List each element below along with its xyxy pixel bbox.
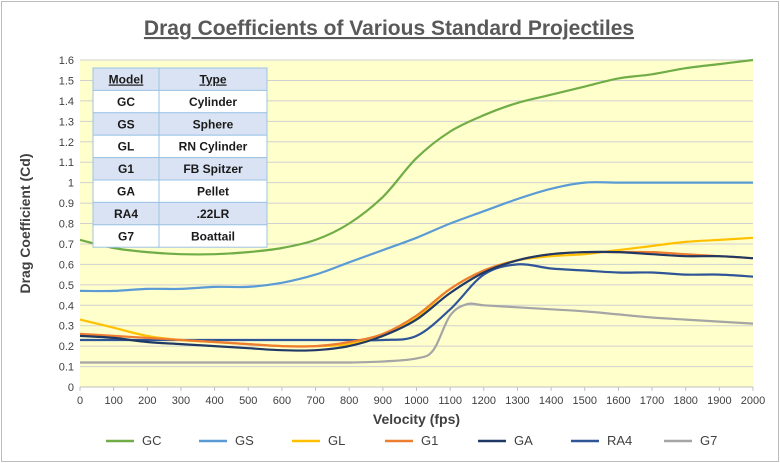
x-tick-label: 600 [273, 395, 291, 407]
series-line-g7 [80, 302, 754, 364]
table-header-type: Type [199, 73, 226, 87]
series-line-ga [79, 250, 754, 352]
y-tick-label: 0.3 [59, 321, 74, 333]
y-tick-label: 1.2 [59, 137, 74, 149]
x-tick-label: 100 [104, 395, 122, 407]
table-type: .22LR [197, 207, 230, 221]
x-tick-label: 1800 [673, 395, 697, 407]
y-tick-label: 1.1 [59, 157, 74, 169]
x-tick-label: 1300 [505, 395, 529, 407]
table-type: FB Spitzer [183, 162, 243, 176]
x-tick-label: 1100 [438, 395, 462, 407]
x-tick-label: 2000 [741, 395, 765, 407]
legend-label-g1: G1 [421, 433, 438, 448]
table-type: Sphere [193, 117, 234, 131]
table-model: RA4 [114, 207, 138, 221]
legend-label-gl: GL [328, 433, 345, 448]
y-tick-label: 1 [68, 178, 74, 190]
legend-label-gc: GC [142, 433, 162, 448]
legend-label-gs: GS [235, 433, 254, 448]
y-tick-label: 1.3 [59, 116, 74, 128]
x-tick-label: 900 [374, 395, 392, 407]
y-tick-label: 0.5 [59, 280, 74, 292]
series-lines [79, 58, 754, 364]
table-header-model: Model [109, 73, 144, 87]
model-type-table: Model Type GC Cylinder GS Sphere GL RN Cylinder… [92, 67, 268, 248]
table-model: GC [117, 95, 135, 109]
x-tick-label: 1400 [539, 395, 563, 407]
x-tick-label: 1000 [404, 395, 428, 407]
table-model: GS [117, 117, 134, 131]
y-axis-ticks: 0 0.1 0.2 0.3 0.4 0.5 0.6 0.7 0.8 0.9 1 1.1 1.2 1.3 1.… [59, 55, 74, 394]
x-tick-label: 1900 [707, 395, 731, 407]
y-tick-label: 1.4 [59, 96, 74, 108]
x-tick-label: 1500 [573, 395, 597, 407]
x-tick-label: 800 [340, 395, 358, 407]
y-tick-label: 0.4 [59, 300, 74, 312]
x-tick-label: 500 [239, 395, 257, 407]
table-type: RN Cylinder [179, 140, 248, 154]
x-axis-label: Velocity (fps) [373, 411, 460, 427]
table-model: G7 [118, 229, 134, 243]
table-type: Cylinder [189, 95, 237, 109]
series-line-gs [79, 181, 753, 293]
y-tick-label: 0 [68, 382, 74, 394]
y-tick-label: 1.6 [59, 55, 74, 67]
y-tick-label: 0.6 [59, 259, 74, 271]
legend-label-ga: GA [514, 433, 533, 448]
x-tick-label: 1700 [640, 395, 664, 407]
table-type: Boattail [191, 229, 235, 243]
x-tick-label: 1200 [472, 395, 496, 407]
x-axis-ticks: 0 100 200 300 400 500 600 700 800 900 1000 1100 1200… [77, 387, 765, 407]
series-line-gc [79, 58, 754, 256]
y-tick-label: 1.5 [59, 75, 74, 87]
table-model: GL [118, 140, 135, 154]
legend-label-g7: G7 [700, 433, 717, 448]
y-tick-label: 0.1 [59, 362, 74, 374]
table-model: GA [117, 185, 135, 199]
legend: GC GS GL G1 GA RA4 G7 [106, 433, 717, 448]
table-cell [158, 224, 268, 248]
x-tick-label: 300 [172, 395, 190, 407]
x-tick-label: 0 [77, 395, 83, 407]
x-tick-label: 400 [205, 395, 223, 407]
x-tick-label: 1600 [606, 395, 630, 407]
x-tick-label: 200 [138, 395, 156, 407]
y-tick-label: 0.8 [59, 219, 74, 231]
x-tick-label: 700 [306, 395, 324, 407]
y-tick-label: 0.7 [59, 239, 74, 251]
legend-label-ra4: RA4 [607, 433, 632, 448]
chart-title: Drag Coefficients of Various Standard Pr… [144, 17, 634, 40]
table-model: G1 [118, 162, 134, 176]
y-tick-label: 0.2 [59, 341, 74, 353]
series-line-g1 [79, 250, 754, 348]
y-tick-label: 0.9 [59, 198, 74, 210]
y-axis-label: Drag Coefficient (Cd) [17, 154, 33, 294]
table-type: Pellet [197, 185, 229, 199]
